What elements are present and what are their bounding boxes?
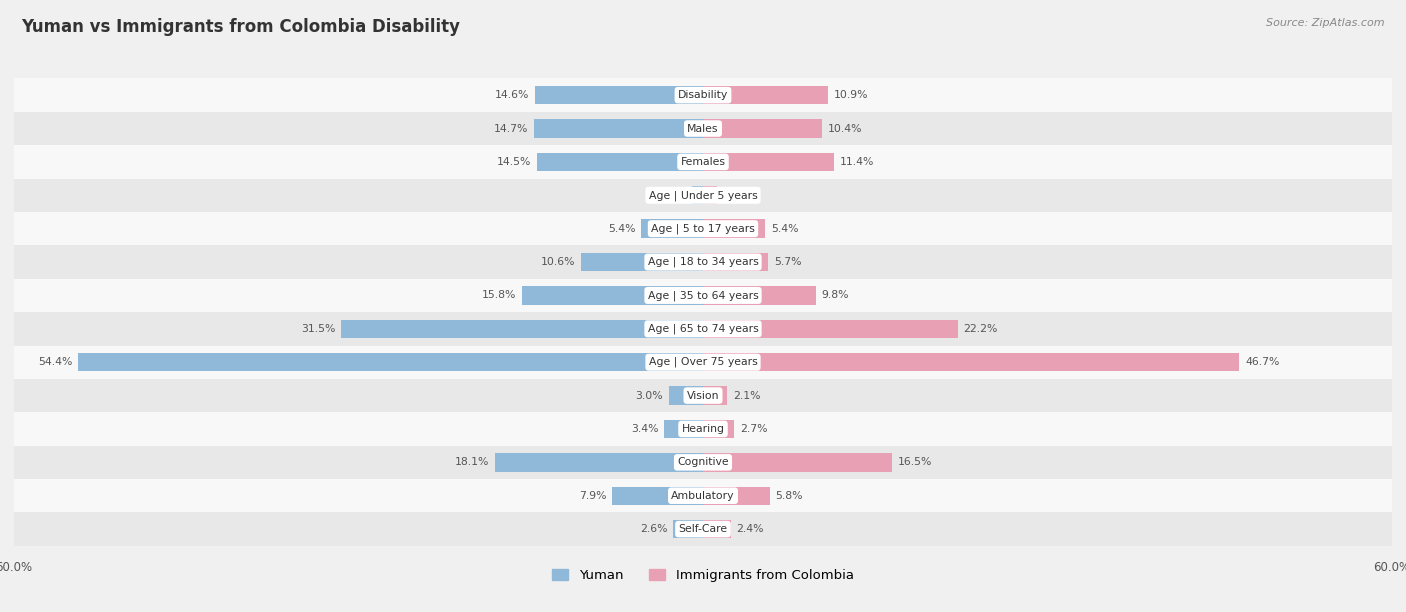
Bar	[664, 420, 703, 438]
Text: 10.4%: 10.4%	[828, 124, 863, 133]
Bar	[703, 319, 957, 338]
Text: 2.1%: 2.1%	[733, 390, 761, 401]
Bar	[703, 487, 769, 505]
Bar	[14, 278, 1392, 312]
Text: 14.6%: 14.6%	[495, 90, 530, 100]
Bar	[581, 253, 703, 271]
Bar	[703, 119, 823, 138]
Bar	[703, 386, 727, 405]
Bar	[703, 186, 717, 204]
Bar	[703, 253, 769, 271]
Bar	[703, 153, 834, 171]
Bar	[14, 312, 1392, 346]
Text: 10.6%: 10.6%	[541, 257, 575, 267]
Text: Source: ZipAtlas.com: Source: ZipAtlas.com	[1267, 18, 1385, 28]
Text: 0.95%: 0.95%	[652, 190, 686, 200]
Bar	[703, 420, 734, 438]
Bar	[495, 453, 703, 471]
Bar	[79, 353, 703, 371]
Bar	[342, 319, 703, 338]
Bar	[14, 145, 1392, 179]
Bar	[14, 412, 1392, 446]
Bar	[703, 353, 1239, 371]
Bar	[692, 186, 703, 204]
Bar	[536, 86, 703, 104]
Text: 5.8%: 5.8%	[775, 491, 803, 501]
Bar	[703, 86, 828, 104]
Text: 5.4%: 5.4%	[607, 223, 636, 234]
Text: Yuman vs Immigrants from Colombia Disability: Yuman vs Immigrants from Colombia Disabi…	[21, 18, 460, 36]
Bar	[14, 78, 1392, 112]
Text: Disability: Disability	[678, 90, 728, 100]
Bar	[14, 512, 1392, 546]
Text: 11.4%: 11.4%	[839, 157, 875, 167]
Text: Hearing: Hearing	[682, 424, 724, 434]
Text: 2.7%: 2.7%	[740, 424, 768, 434]
Bar	[14, 179, 1392, 212]
Text: Males: Males	[688, 124, 718, 133]
Text: 3.0%: 3.0%	[636, 390, 662, 401]
Bar	[14, 346, 1392, 379]
Bar	[641, 220, 703, 238]
Text: 22.2%: 22.2%	[963, 324, 998, 334]
Bar	[14, 212, 1392, 245]
Text: 5.4%: 5.4%	[770, 223, 799, 234]
Bar	[14, 479, 1392, 512]
Text: 14.7%: 14.7%	[494, 124, 529, 133]
Bar	[703, 453, 893, 471]
Text: Age | 18 to 34 years: Age | 18 to 34 years	[648, 257, 758, 267]
Bar	[14, 112, 1392, 145]
Bar	[669, 386, 703, 405]
Text: 2.6%: 2.6%	[640, 524, 668, 534]
Bar	[703, 286, 815, 305]
Bar	[14, 245, 1392, 278]
Bar	[703, 220, 765, 238]
Bar	[673, 520, 703, 539]
Bar	[14, 446, 1392, 479]
Text: 16.5%: 16.5%	[898, 457, 932, 468]
Text: Cognitive: Cognitive	[678, 457, 728, 468]
Text: Age | 65 to 74 years: Age | 65 to 74 years	[648, 324, 758, 334]
Text: 7.9%: 7.9%	[579, 491, 606, 501]
Text: 1.2%: 1.2%	[723, 190, 749, 200]
Text: Ambulatory: Ambulatory	[671, 491, 735, 501]
Text: Self-Care: Self-Care	[679, 524, 727, 534]
Text: Age | Under 5 years: Age | Under 5 years	[648, 190, 758, 201]
Text: 15.8%: 15.8%	[481, 291, 516, 300]
Bar	[703, 520, 731, 539]
Text: 2.4%: 2.4%	[737, 524, 763, 534]
Text: Vision: Vision	[686, 390, 720, 401]
Text: 14.5%: 14.5%	[496, 157, 531, 167]
Text: Females: Females	[681, 157, 725, 167]
Legend: Yuman, Immigrants from Colombia: Yuman, Immigrants from Colombia	[553, 569, 853, 583]
Text: 5.7%: 5.7%	[775, 257, 801, 267]
Text: 3.4%: 3.4%	[631, 424, 658, 434]
Text: 46.7%: 46.7%	[1244, 357, 1279, 367]
Text: 54.4%: 54.4%	[38, 357, 73, 367]
Text: 18.1%: 18.1%	[456, 457, 489, 468]
Bar	[537, 153, 703, 171]
Text: Age | 35 to 64 years: Age | 35 to 64 years	[648, 290, 758, 300]
Bar	[612, 487, 703, 505]
Text: Age | Over 75 years: Age | Over 75 years	[648, 357, 758, 367]
Bar	[522, 286, 703, 305]
Text: 31.5%: 31.5%	[301, 324, 336, 334]
Bar	[534, 119, 703, 138]
Text: 10.9%: 10.9%	[834, 90, 869, 100]
Text: 9.8%: 9.8%	[821, 291, 849, 300]
Bar	[14, 379, 1392, 412]
Text: Age | 5 to 17 years: Age | 5 to 17 years	[651, 223, 755, 234]
